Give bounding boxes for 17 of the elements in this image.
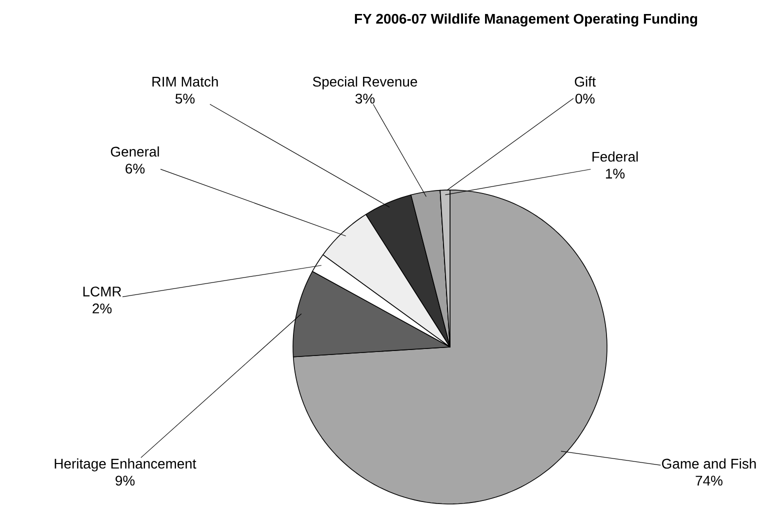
slice-label: Federal (592, 151, 638, 162)
data-label: 74% (696, 476, 722, 486)
category-label: Gift (574, 76, 596, 87)
slice-label: LCMR (83, 286, 122, 296)
text: 0% (575, 94, 595, 104)
slice-label: RIM Match (152, 76, 218, 87)
data-label: 6% (126, 164, 145, 174)
slice-label: Special Revenue (312, 76, 418, 90)
data-label: 2% (92, 304, 112, 314)
data-label: 1% (606, 168, 625, 179)
slice-label: Game and Fish (662, 458, 756, 469)
data-label: 5% (175, 94, 195, 104)
data-label: 3% (355, 94, 375, 104)
data-label: 9% (116, 476, 135, 486)
slice-label: General (110, 146, 159, 157)
chart-title: FY 2006-07 Wildlife Management Operating Funding (354, 13, 698, 27)
slice-label: Heritage Enhancement (54, 458, 196, 472)
